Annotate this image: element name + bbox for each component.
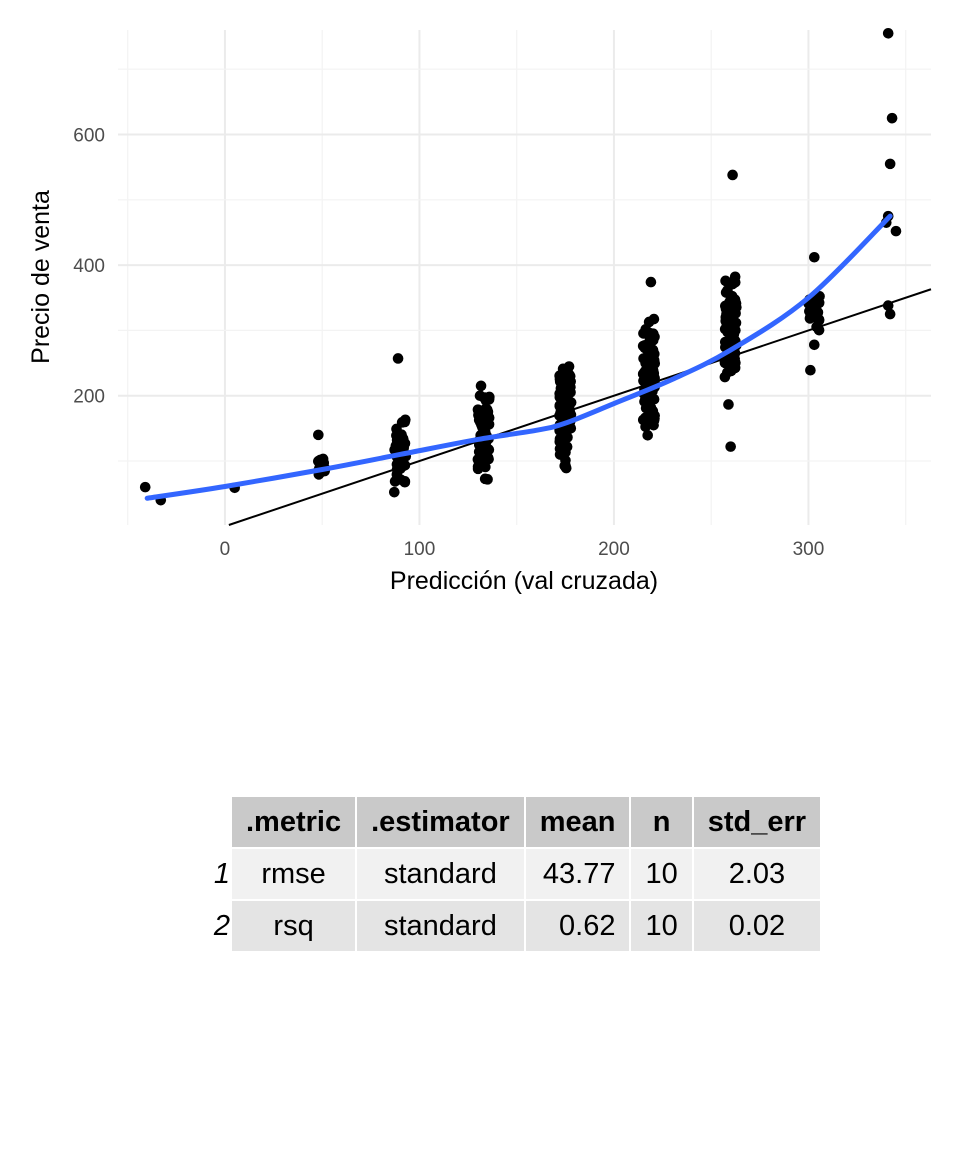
smooth-curve	[144, 213, 893, 501]
data-point	[725, 441, 736, 452]
x-tick-label: 300	[793, 539, 825, 560]
table-corner	[200, 797, 230, 847]
data-point	[564, 423, 575, 434]
header-std-err: std_err	[693, 797, 821, 847]
data-point	[884, 158, 896, 170]
x-tick-label: 0	[220, 539, 231, 560]
data-point	[474, 452, 486, 464]
cell-metric: rsq	[232, 901, 356, 951]
y-tick-label: 400	[73, 256, 105, 277]
data-point	[719, 323, 731, 335]
header-estimator: .estimator	[357, 797, 524, 847]
data-point	[554, 449, 566, 460]
data-point	[483, 394, 495, 405]
data-point	[396, 417, 408, 428]
metrics-table: .metric .estimator mean n std_err 1 rmse…	[198, 795, 822, 953]
data-point	[640, 412, 651, 424]
y-tick-label: 600	[73, 125, 105, 146]
data-point	[563, 361, 575, 372]
cell-n: 10	[631, 849, 692, 899]
cell-std-err: 2.03	[693, 849, 821, 899]
identity-line	[228, 288, 932, 526]
data-point	[642, 430, 653, 441]
table-header-row: .metric .estimator mean n std_err	[200, 797, 821, 847]
axis-ticks: 0 100 200 300 200 400 600	[73, 125, 824, 560]
data-point	[639, 340, 651, 351]
data-point	[638, 328, 649, 339]
cell-std-err: 0.02	[693, 901, 821, 951]
cell-metric: rmse	[232, 849, 356, 899]
data-point	[399, 438, 411, 449]
data-point	[391, 469, 403, 480]
data-point	[559, 460, 571, 472]
data-point	[481, 410, 493, 422]
data-point	[805, 364, 816, 376]
data-point	[890, 225, 902, 237]
data-point	[811, 321, 822, 333]
cell-n: 10	[631, 901, 692, 951]
data-point	[809, 251, 820, 263]
data-point	[643, 399, 655, 410]
x-tick-label: 200	[598, 539, 630, 560]
data-point	[728, 308, 740, 320]
data-point	[723, 399, 734, 410]
identity-line-segment	[228, 288, 932, 526]
row-number: 2	[213, 909, 230, 942]
data-point	[882, 27, 894, 39]
x-tick-label: 100	[404, 539, 436, 560]
data-point	[727, 169, 738, 181]
data-point	[139, 481, 151, 493]
data-point	[482, 474, 493, 485]
table-row: 2 rsq standard 0.62 10 0.02	[200, 901, 821, 951]
cell-mean: 43.77	[525, 849, 630, 899]
data-point	[639, 366, 650, 378]
cell-estimator: standard	[357, 849, 524, 899]
y-tick-label: 200	[73, 387, 105, 408]
data-point	[388, 486, 400, 498]
data-point	[479, 426, 491, 438]
data-point	[645, 276, 657, 288]
data-point	[563, 371, 575, 383]
data-point	[726, 352, 738, 363]
y-axis-title: Precio de venta	[27, 190, 55, 364]
grid-lines	[118, 30, 931, 525]
data-point	[729, 271, 741, 283]
data-point	[561, 402, 573, 414]
table-row: 1 rmse standard 43.77 10 2.03	[200, 849, 821, 899]
data-point	[649, 348, 660, 360]
data-point	[809, 339, 820, 351]
data-point	[882, 300, 894, 311]
data-point	[645, 390, 657, 401]
data-point	[884, 308, 896, 320]
data-point	[399, 476, 411, 487]
data-point	[475, 380, 487, 392]
data-point	[725, 293, 737, 305]
header-n: n	[631, 797, 692, 847]
header-mean: mean	[525, 797, 630, 847]
cell-estimator: standard	[357, 901, 524, 951]
cell-mean: 0.62	[525, 901, 630, 951]
row-number: 1	[213, 857, 230, 890]
data-point	[313, 429, 324, 441]
smooth-curve-path	[144, 213, 893, 501]
data-point	[720, 311, 732, 323]
header-metric: .metric	[232, 797, 356, 847]
scatter-chart: 0 100 200 300 200 400 600 Predicción (val cruz…	[27, 27, 932, 595]
data-point	[390, 443, 402, 455]
data-point	[648, 313, 660, 325]
data-point	[558, 391, 569, 403]
data-point	[313, 455, 324, 467]
x-axis-title: Predicción (val cruzada)	[390, 567, 658, 595]
data-point	[886, 112, 898, 124]
data-point	[810, 307, 822, 319]
data-point	[719, 371, 731, 383]
data-point	[392, 353, 404, 364]
